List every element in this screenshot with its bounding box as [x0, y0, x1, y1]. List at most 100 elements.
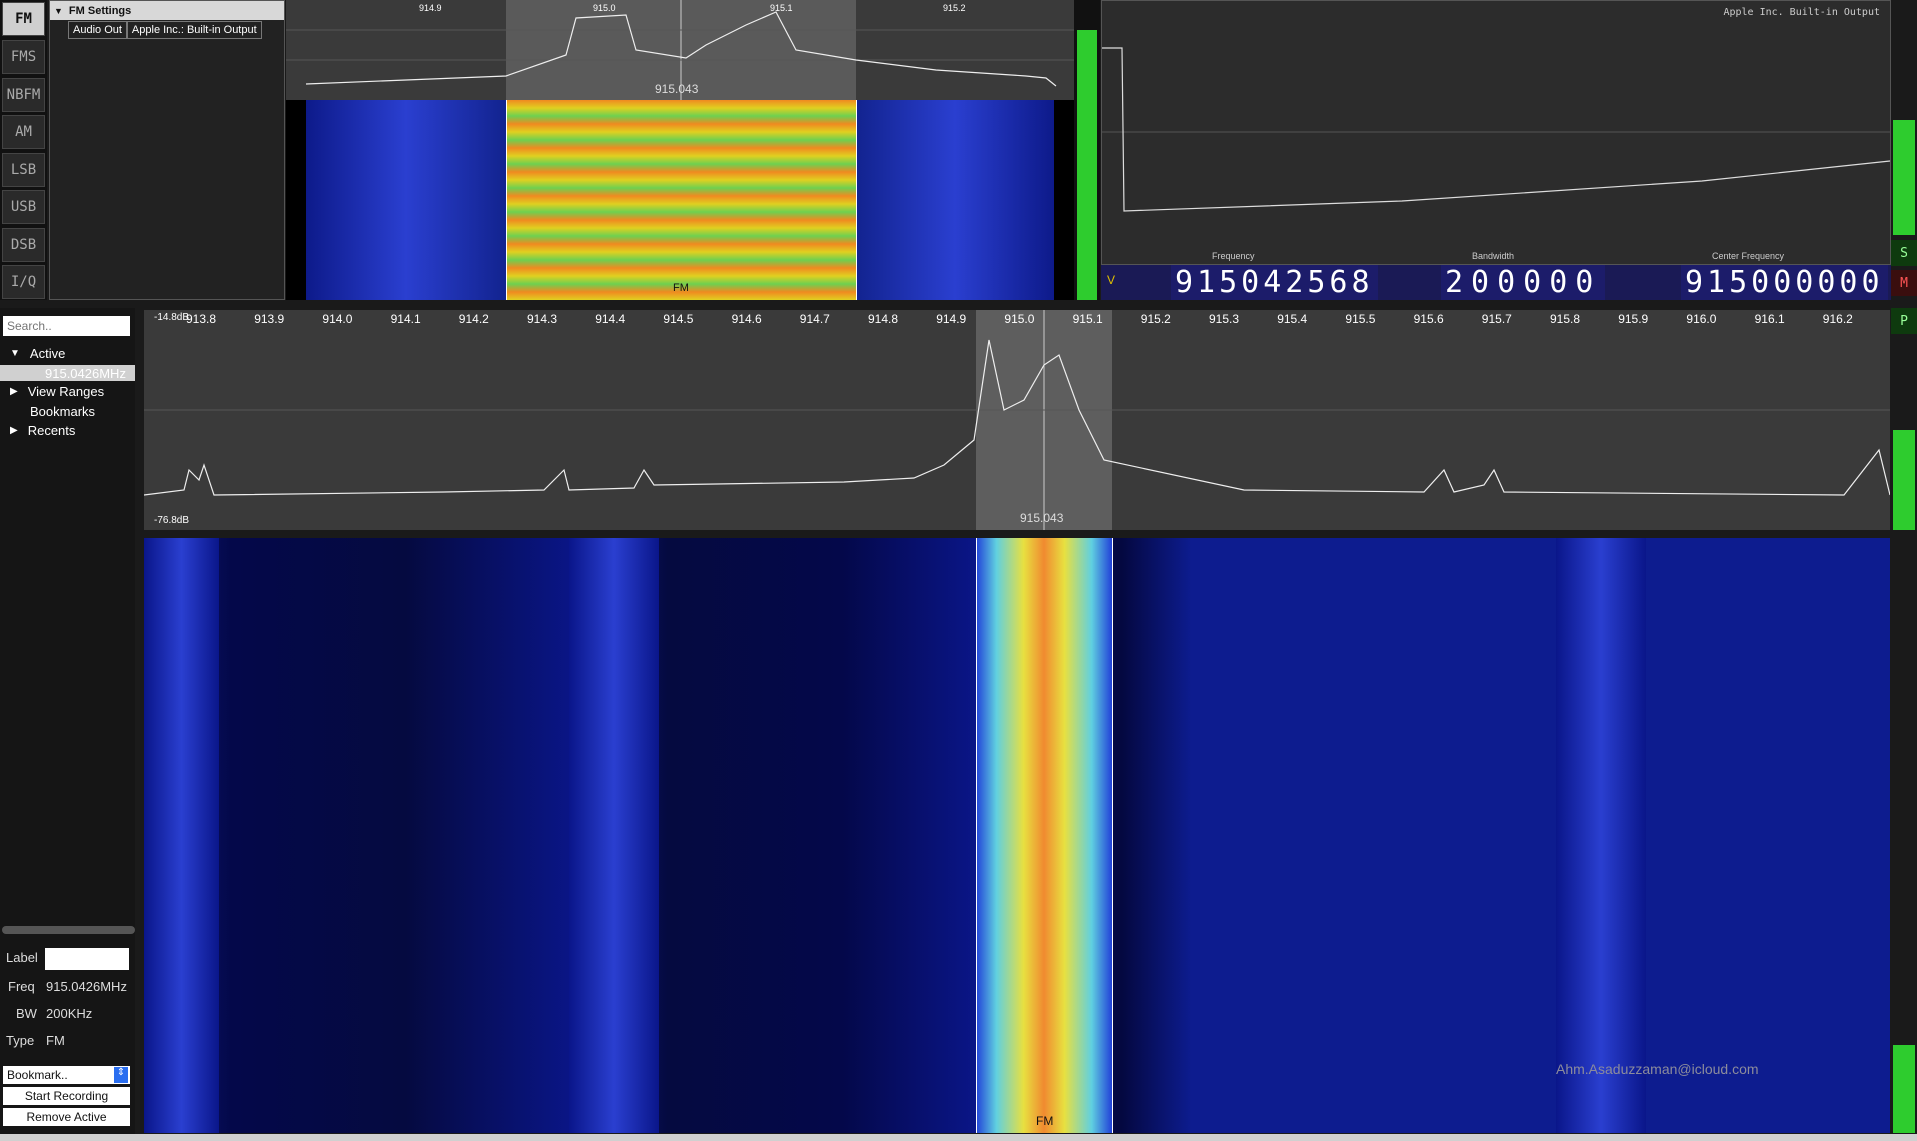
audio-out-label: Audio Out: [68, 21, 127, 39]
mode-button-fm[interactable]: FM: [2, 2, 45, 36]
tree-view-ranges[interactable]: ▶ View Ranges: [10, 384, 104, 399]
scope-plot: [1102, 47, 1891, 212]
mini-tick: 915.0: [593, 3, 616, 13]
waterfall-signal-left: [144, 538, 219, 1133]
type-value: FM: [46, 1033, 65, 1048]
mini-waterfall-noise-left: [306, 100, 506, 300]
remove-active-button[interactable]: Remove Active: [3, 1108, 130, 1126]
bookmark-select[interactable]: Bookmark.. ⇕: [3, 1066, 130, 1084]
db-bottom-label: -76.8dB: [154, 515, 190, 526]
scope-device-label: Apple Inc. Built-in Output: [1723, 7, 1880, 18]
mini-mode-label: FM: [673, 282, 689, 294]
main-waterfall[interactable]: FM Ahm.Asaduzzaman@icloud.com: [144, 538, 1890, 1133]
frequency-tick: 915.7: [1481, 312, 1512, 326]
side-meter-fill: [1893, 120, 1915, 235]
settings-header[interactable]: ▼ FM Settings: [50, 1, 284, 20]
center-frequency-digits[interactable]: 915000000: [1681, 265, 1888, 300]
expand-down-icon: ▼: [10, 348, 20, 359]
frequency-tick: 915.8: [1550, 312, 1581, 326]
frequency-tick: 914.1: [390, 312, 421, 326]
main-mode-label: FM: [1036, 1114, 1054, 1128]
mini-waterfall[interactable]: FM: [286, 100, 1074, 300]
search-input[interactable]: [3, 316, 130, 336]
frequency-tick: 914.2: [458, 312, 489, 326]
s-button[interactable]: S: [1891, 240, 1917, 266]
mini-tick: 915.2: [943, 3, 966, 13]
audio-level-meter[interactable]: [1074, 0, 1100, 300]
active-item[interactable]: 915.0426MHz: [0, 365, 135, 381]
db-top-label: -14.8dB: [154, 312, 190, 323]
bandwidth-digits[interactable]: 200000: [1441, 265, 1606, 300]
mode-button-lsb[interactable]: LSB: [2, 153, 45, 187]
center-frequency-caption: Center Frequency: [1712, 251, 1785, 261]
frequency-tick: 914.4: [595, 312, 626, 326]
expand-right-icon: ▶: [10, 386, 18, 397]
frequency-tick: 916.2: [1822, 312, 1853, 326]
frequency-digits[interactable]: 915042568: [1171, 265, 1378, 300]
frequency-tick: 915.9: [1618, 312, 1649, 326]
frequency-tick: 913.8: [186, 312, 217, 326]
frequency-tick: 914.8: [868, 312, 899, 326]
frequency-tick: 915.4: [1277, 312, 1308, 326]
waterfall-signal-band: [976, 538, 1112, 1133]
bw-caption: BW: [16, 1006, 37, 1021]
mode-button-usb[interactable]: USB: [2, 190, 45, 224]
side-meter-fill: [1893, 1045, 1915, 1133]
m-button[interactable]: M: [1891, 270, 1917, 296]
mode-button-am[interactable]: AM: [2, 115, 45, 149]
freq-caption: Freq: [8, 979, 35, 994]
mini-spectrum-plot: [286, 0, 1074, 100]
waterfall-signal-secondary: [1556, 538, 1646, 1133]
tree-active[interactable]: ▼ Active: [10, 346, 65, 361]
status-bar: [0, 1134, 1917, 1141]
frequency-tick: 915.5: [1345, 312, 1376, 326]
frequency-tick: 915.0: [1004, 312, 1035, 326]
frequency-tick-row: 913.8 913.9 914.0 914.1 914.2 914.3 914.4 914.5…: [144, 312, 1890, 326]
tree-bookmarks[interactable]: Bookmarks: [30, 404, 96, 419]
v-indicator[interactable]: V: [1107, 273, 1116, 287]
sidebar-scrollbar[interactable]: [2, 926, 135, 934]
frequency-display-row: V 915042568 200000 915000000: [1101, 265, 1891, 300]
freq-value: 915.0426MHz: [46, 979, 127, 994]
mode-button-iq[interactable]: I/Q: [2, 265, 45, 299]
bw-value: 200KHz: [46, 1006, 93, 1021]
tree-recents[interactable]: ▶ Recents: [10, 423, 75, 438]
expand-right-icon: ▶: [10, 425, 18, 436]
bookmark-select-value: Bookmark..: [7, 1068, 68, 1082]
frequency-tick: 914.6: [731, 312, 762, 326]
mini-spectrum[interactable]: 914.9 915.0 915.1 915.2 915.043: [286, 0, 1074, 100]
mini-selection-edge-left[interactable]: [506, 100, 507, 300]
mode-button-dsb[interactable]: DSB: [2, 228, 45, 262]
mini-tick: 915.1: [770, 3, 793, 13]
mini-center-frequency-label: 915.043: [655, 82, 699, 96]
mini-selection-edge-right[interactable]: [856, 100, 857, 300]
waterfall-selection-edge-left[interactable]: [976, 538, 977, 1133]
bookmark-sidebar: ▼ Active 915.0426MHz ▶ View Ranges Bookm…: [0, 308, 135, 1134]
waterfall-selection-edge-right[interactable]: [1112, 538, 1113, 1133]
frequency-tick: 914.5: [663, 312, 694, 326]
main-spectrum-plot: [143, 310, 1891, 530]
mode-button-fms[interactable]: FMS: [2, 40, 45, 74]
frequency-caption: Frequency: [1212, 251, 1255, 261]
mini-waterfall-noise-right: [856, 100, 1054, 300]
frequency-tick: 916.1: [1754, 312, 1785, 326]
frequency-tick: 915.3: [1209, 312, 1240, 326]
collapse-triangle-icon[interactable]: ▼: [54, 5, 63, 16]
audio-out-value[interactable]: Apple Inc.: Built-in Output: [126, 21, 262, 39]
main-spectrum[interactable]: -14.8dB -76.8dB 915.043 913.8 913.9 914.0 9…: [143, 310, 1891, 530]
type-caption: Type: [6, 1033, 35, 1048]
frequency-tick: 914.9: [936, 312, 967, 326]
frequency-tick: 914.3: [527, 312, 558, 326]
mode-button-nbfm[interactable]: NBFM: [2, 78, 45, 112]
mini-tick: 914.9: [419, 3, 442, 13]
mini-waterfall-signal: [506, 100, 856, 300]
frequency-tick: 916.0: [1686, 312, 1717, 326]
main-center-frequency-label: 915.043: [1020, 511, 1064, 525]
recents-label: Recents: [27, 423, 76, 438]
frequency-tick: 914.7: [799, 312, 830, 326]
start-recording-button[interactable]: Start Recording: [3, 1087, 130, 1105]
p-button[interactable]: P: [1891, 308, 1917, 334]
audio-scope[interactable]: Apple Inc. Built-in Output Frequency Ban…: [1101, 0, 1891, 265]
label-input[interactable]: [45, 948, 129, 970]
select-arrows-icon: ⇕: [114, 1067, 128, 1083]
